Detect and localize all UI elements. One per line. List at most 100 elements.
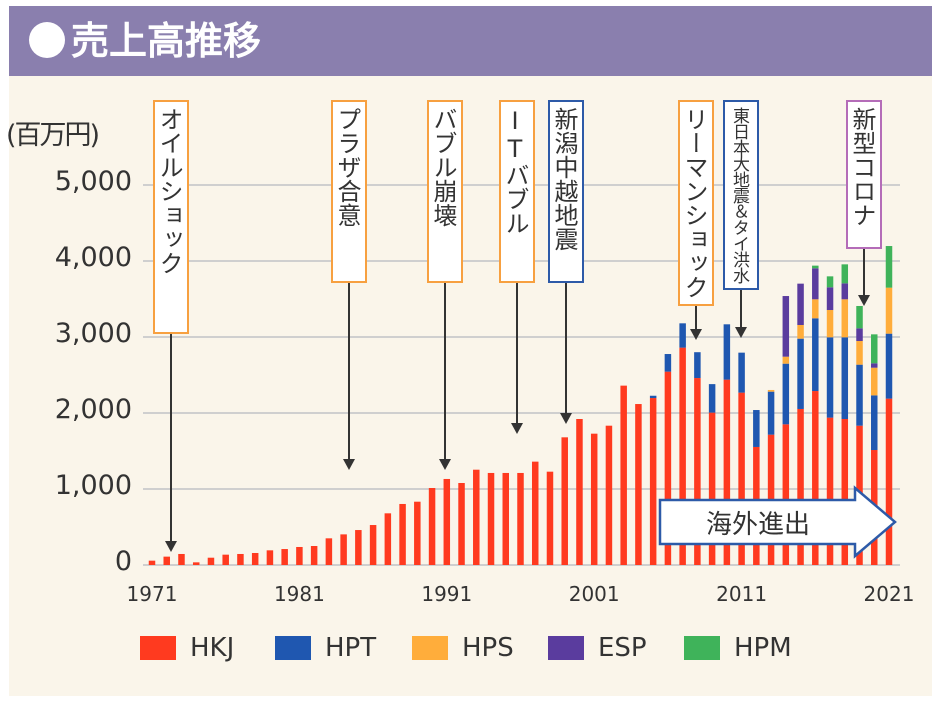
bar-hkj-1990	[428, 488, 436, 565]
bar-hps-2021	[885, 287, 893, 334]
bar-hkj-1974	[192, 562, 200, 565]
legend-label: HKJ	[190, 633, 235, 663]
event-annotation-label: 新潟中越地震	[548, 100, 584, 283]
bar-hkj-1988	[399, 503, 406, 565]
bar-hkj-1976	[222, 554, 229, 565]
legend-label: ESP	[598, 633, 647, 663]
bar-hpt-2014	[782, 363, 790, 425]
legend-item-esp: ESP	[548, 632, 647, 664]
legend-label: HPM	[734, 633, 792, 663]
bar-esp-2018	[841, 283, 849, 300]
bar-hps-2020	[871, 367, 878, 396]
legend-swatch	[275, 636, 311, 660]
bar-esp-2015	[797, 283, 804, 325]
bullet-dot-icon	[29, 22, 65, 58]
bar-hkj-1985	[355, 530, 362, 565]
bar-hkj-2014	[782, 424, 790, 565]
bar-hpt-2021	[885, 333, 893, 399]
y-axis-unit-label: (百万円)	[6, 120, 100, 151]
x-tick-label: 2021	[863, 582, 915, 606]
bar-hkj-2009	[708, 412, 716, 565]
bar-hkj-1972	[163, 556, 170, 565]
bar-hps-2018	[841, 299, 849, 338]
legend-item-hpm: HPM	[684, 632, 792, 664]
event-annotation-label: オイルショック	[153, 100, 189, 334]
bar-hkj-2015	[797, 408, 804, 565]
arrow-down-icon	[858, 295, 870, 306]
bar-hkj-1989	[414, 501, 421, 565]
bar-hkj-1987	[384, 513, 392, 565]
bar-hkj-2008	[694, 378, 701, 565]
bar-hkj-2003	[620, 385, 627, 565]
legend-item-hps: HPS	[412, 632, 514, 664]
bar-hkj-1995	[502, 472, 510, 565]
legend-swatch	[548, 636, 584, 660]
legend-item-hkj: HKJ	[140, 632, 234, 664]
arrow-down-icon	[560, 413, 572, 424]
bar-hkj-2021	[885, 398, 893, 565]
bar-hkj-1999	[561, 437, 568, 565]
bar-hkj-2010	[723, 379, 731, 565]
bar-hkj-2018	[841, 419, 849, 565]
bar-hpm-2018	[841, 264, 849, 284]
title-bar: 売上高推移	[9, 6, 932, 76]
bar-hkj-1992	[458, 482, 465, 565]
bar-hkj-1978	[251, 552, 259, 565]
y-tick-label: 3,000	[54, 318, 132, 349]
y-tick-label: 5,000	[54, 166, 132, 197]
bar-esp-2014	[782, 296, 790, 357]
arrow-down-icon	[343, 459, 355, 470]
bar-hpt-2012	[753, 410, 760, 447]
arrow-down-icon	[735, 327, 747, 338]
bar-hpt-2007	[679, 323, 686, 348]
bar-hkj-2007	[679, 347, 686, 565]
bar-hkj-1971	[148, 560, 156, 565]
bar-hpt-2017	[826, 337, 834, 418]
bar-hkj-2005	[649, 398, 657, 565]
bar-hkj-1979	[266, 550, 274, 565]
bar-hkj-2006	[664, 371, 672, 565]
bar-hpm-2021	[885, 246, 893, 288]
bar-hkj-1973	[178, 553, 185, 565]
bar-hpt-2013	[767, 391, 775, 435]
arrow-down-icon	[439, 459, 451, 470]
event-annotation-label: 新型コロナ	[846, 100, 882, 249]
arrow-down-icon	[511, 423, 523, 434]
event-annotation-label: リーマンショック	[678, 100, 714, 306]
bar-hkj-1986	[369, 525, 377, 565]
bar-hps-2016	[812, 299, 819, 319]
legend-label: HPT	[325, 633, 377, 663]
bar-hkj-1977	[237, 553, 244, 565]
bar-hpt-2009	[708, 384, 716, 413]
bar-esp-2017	[826, 287, 834, 311]
bar-hps-2019	[856, 341, 863, 365]
bar-hkj-1981	[296, 546, 303, 565]
legend-label: HPS	[462, 633, 514, 663]
bar-hpt-2020	[871, 395, 878, 451]
x-tick-label: 1991	[421, 582, 473, 606]
bar-hpm-2019	[856, 305, 863, 329]
bar-hpt-2015	[797, 338, 804, 409]
x-tick-label: 1981	[273, 582, 325, 606]
bar-hkj-2016	[812, 391, 819, 565]
bar-hkj-2011	[738, 392, 745, 565]
event-annotation-label: バブル崩壊	[427, 100, 463, 283]
arrow-down-icon	[690, 329, 702, 340]
chart-title: 売上高推移	[71, 19, 262, 63]
bar-hkj-1982	[310, 546, 318, 565]
y-tick-label: 1,000	[54, 470, 132, 501]
arrow-down-icon	[165, 541, 177, 552]
bar-hkj-2017	[826, 417, 834, 565]
bar-esp-2019	[856, 328, 863, 342]
bar-hkj-1996	[517, 472, 524, 565]
bar-hps-2017	[826, 310, 834, 338]
y-tick-label: 4,000	[54, 242, 132, 273]
bar-hpt-2010	[723, 324, 731, 380]
bar-hpt-2019	[856, 364, 863, 426]
bar-hkj-1980	[281, 549, 288, 565]
bar-hkj-2000	[576, 419, 583, 565]
bar-hkj-2004	[635, 404, 642, 565]
bar-hkj-1983	[325, 538, 333, 565]
